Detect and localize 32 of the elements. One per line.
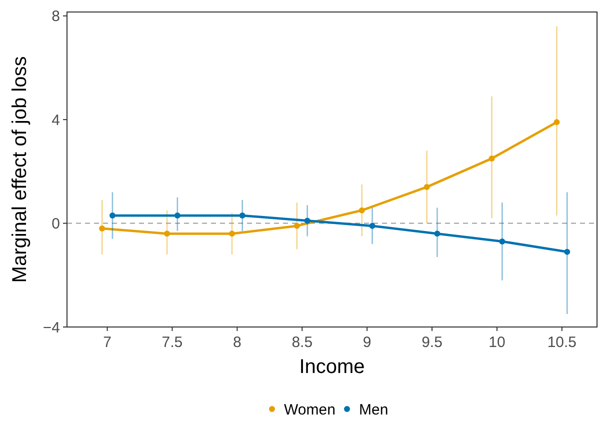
x-tick-label: 8.5	[292, 334, 313, 351]
y-tick-label: 8	[52, 8, 60, 26]
point	[499, 238, 506, 244]
legend-label: Men	[359, 401, 388, 418]
legend-label: Women	[284, 401, 336, 418]
point	[434, 230, 440, 237]
point	[109, 212, 116, 219]
point	[174, 212, 180, 219]
point	[358, 207, 365, 214]
x-tick-label: 7	[103, 334, 112, 351]
y-tick-label: 4	[52, 112, 60, 129]
point	[228, 230, 235, 237]
x-tick-label: 9.5	[422, 334, 442, 351]
x-tick-label: 10	[488, 334, 506, 351]
point	[369, 222, 376, 229]
point	[294, 222, 300, 229]
point	[488, 155, 495, 162]
point	[554, 119, 560, 126]
x-tick-label: 8	[233, 334, 242, 351]
x-axis-title: Income	[299, 356, 365, 378]
point	[99, 225, 106, 232]
y-tick-label: −4	[42, 319, 60, 336]
point	[239, 212, 246, 219]
point	[564, 248, 570, 255]
point	[424, 184, 430, 190]
y-tick-label: 0	[52, 216, 60, 233]
x-tick-label: 9	[362, 334, 372, 351]
point	[164, 230, 170, 237]
y-axis-title: Marginal effect of job loss	[9, 56, 31, 283]
x-tick-label: 10.5	[547, 334, 577, 351]
x-tick-label: 7.5	[162, 334, 183, 351]
point	[304, 218, 310, 224]
